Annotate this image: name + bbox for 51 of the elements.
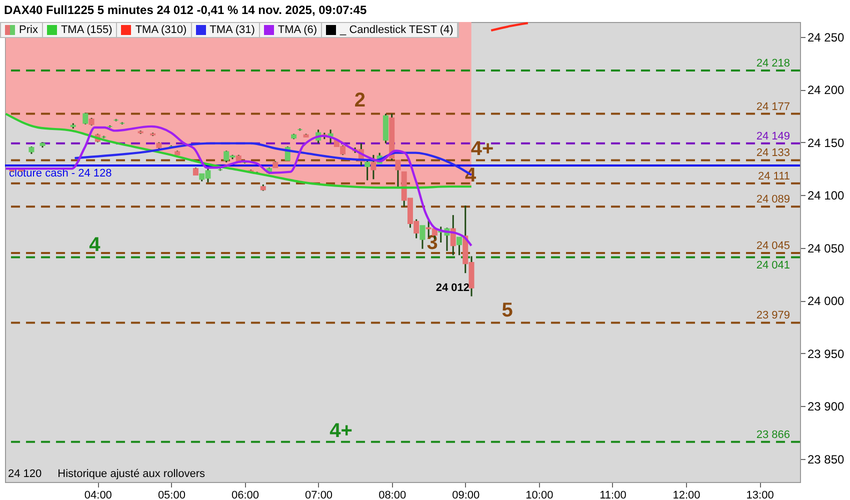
x-tick-label: 06:00 — [231, 490, 260, 500]
annotation: 4 — [464, 164, 477, 187]
ref-line-label: 24 149 — [756, 130, 790, 142]
y-tick-label: 23 850 — [808, 452, 845, 466]
y-tick-label: 24 100 — [808, 188, 845, 203]
y-tick-label: 23 950 — [808, 346, 845, 361]
candlestick — [370, 154, 376, 180]
x-tick-label: 12:00 — [672, 490, 700, 500]
ref-line-label: 24 218 — [756, 58, 790, 70]
legend-label: TMA (155) — [42, 23, 118, 37]
x-tick-label: 05:00 — [158, 490, 186, 500]
legend-label: _ Candlestick TEST (4) — [322, 23, 458, 37]
annotation: 4+ — [470, 138, 494, 160]
x-tick-label: 04:00 — [84, 490, 112, 500]
y-tick-label: 24 000 — [808, 294, 845, 308]
legend-label: TMA (31) — [192, 23, 260, 37]
candlestick — [364, 159, 370, 182]
y-tick-label: 24 050 — [808, 241, 845, 256]
ref-line-label: 24 177 — [756, 100, 790, 113]
annotation: 24 012 — [436, 282, 470, 294]
candlestick — [456, 236, 462, 256]
annotation: 4 — [89, 234, 102, 256]
y-tick-label: 24 150 — [808, 136, 845, 150]
ref-line-label: 24 111 — [758, 170, 790, 182]
y-tick-label: 24 250 — [808, 30, 845, 44]
legend-label: TMA (310) — [117, 23, 192, 37]
x-tick-label: 09:00 — [452, 490, 480, 500]
y-tick-label: 23 900 — [808, 400, 845, 414]
candlestick — [420, 224, 426, 250]
x-tick-label: 11:00 — [600, 490, 626, 500]
ref-line-label: 24 041 — [756, 259, 790, 272]
x-tick-label: 08:00 — [378, 490, 406, 500]
x-tick-label: 07:00 — [305, 490, 333, 500]
annotation: 5 — [502, 300, 513, 322]
candlestick — [395, 159, 401, 188]
ref-line-label: 24 045 — [756, 240, 790, 252]
x-tick-label: 10:00 — [526, 490, 554, 500]
annotation: Historique ajusté aux rollovers — [58, 468, 206, 480]
x-tick-label: 13:00 — [746, 490, 774, 500]
annotation: 24 120 — [8, 468, 42, 480]
legend-label: TMA (6) — [260, 23, 322, 37]
annotation: 2 — [354, 90, 366, 112]
ref-line-label: 23 866 — [756, 428, 790, 441]
legend-label: Prix — [1, 23, 43, 37]
ref-line-label: 24 089 — [756, 194, 790, 206]
ref-line-label: 24 133 — [756, 147, 790, 160]
annotation: 4+ — [330, 420, 352, 442]
y-tick-label: 24 200 — [808, 83, 845, 98]
candlestick — [82, 112, 88, 126]
chart-title: DAX40 Full1225 5 minutes 24 012 -0,41 % 14 nov. 2025, 09:07:45 — [4, 3, 367, 17]
ref-line-label: 23 979 — [756, 310, 790, 322]
